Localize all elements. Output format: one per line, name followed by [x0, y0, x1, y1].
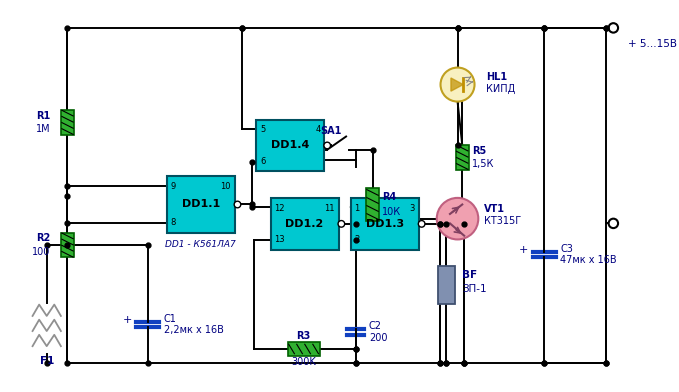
Circle shape [608, 219, 618, 228]
Text: 6: 6 [260, 157, 265, 166]
Circle shape [234, 201, 241, 208]
Polygon shape [451, 78, 463, 91]
Text: R4: R4 [382, 192, 397, 202]
Circle shape [608, 23, 618, 33]
Text: DD1.2: DD1.2 [285, 219, 324, 229]
Text: 300K: 300K [291, 357, 316, 367]
Text: 8: 8 [170, 218, 176, 227]
Text: R3: R3 [297, 331, 311, 341]
Bar [166, 176, 235, 233]
Bar [257, 120, 325, 171]
Text: C1: C1 [164, 314, 177, 324]
Text: 200: 200 [369, 333, 387, 343]
Text: 5: 5 [260, 125, 265, 134]
Text: C2: C2 [369, 321, 382, 331]
Text: R5: R5 [472, 146, 486, 156]
Text: BF: BF [462, 270, 477, 280]
Circle shape [441, 67, 475, 102]
Text: VT1: VT1 [484, 204, 505, 214]
Circle shape [437, 198, 478, 240]
Bar [351, 198, 419, 250]
Circle shape [418, 221, 425, 227]
Text: +: + [122, 315, 132, 325]
Text: 2: 2 [354, 235, 360, 244]
Text: DD1.3: DD1.3 [366, 219, 404, 229]
Text: R1: R1 [36, 111, 50, 121]
Circle shape [324, 142, 331, 149]
Text: 1: 1 [354, 203, 360, 212]
Text: F1: F1 [39, 356, 54, 366]
Text: HL1: HL1 [486, 72, 507, 82]
Text: DD1.4: DD1.4 [271, 140, 310, 151]
Text: DD1.1: DD1.1 [181, 200, 220, 209]
Text: 9: 9 [170, 182, 176, 191]
Text: SA1: SA1 [320, 126, 342, 136]
Text: 10: 10 [221, 182, 231, 191]
Text: 12: 12 [274, 203, 285, 212]
Bar [287, 342, 320, 356]
Text: КТ315Г: КТ315Г [484, 216, 521, 225]
Text: 13: 13 [274, 235, 285, 244]
Text: R2: R2 [36, 234, 50, 243]
Text: 11: 11 [325, 203, 335, 212]
Bar [366, 189, 379, 221]
Text: ЗП-1: ЗП-1 [462, 283, 487, 294]
Text: C3: C3 [560, 244, 573, 254]
Bar [61, 110, 74, 134]
Text: 100: 100 [32, 247, 50, 257]
Bar [456, 145, 469, 170]
Text: 47мк х 16В: 47мк х 16В [560, 255, 617, 265]
Text: 1M: 1M [36, 124, 50, 134]
Text: 1,5К: 1,5К [472, 159, 494, 169]
Text: 3: 3 [409, 203, 415, 212]
Text: 4: 4 [315, 125, 320, 134]
Circle shape [338, 221, 345, 227]
Bar [270, 198, 339, 250]
Text: 10К: 10К [382, 207, 401, 217]
Text: + 5...15В: + 5...15В [627, 39, 676, 49]
Text: +: + [519, 245, 528, 255]
Text: DD1 - К561ЛА7: DD1 - К561ЛА7 [165, 240, 236, 249]
Bar [438, 266, 455, 304]
Bar [61, 233, 74, 258]
Text: 2,2мк х 16В: 2,2мк х 16В [164, 325, 223, 335]
Text: КИПД: КИПД [486, 84, 515, 94]
